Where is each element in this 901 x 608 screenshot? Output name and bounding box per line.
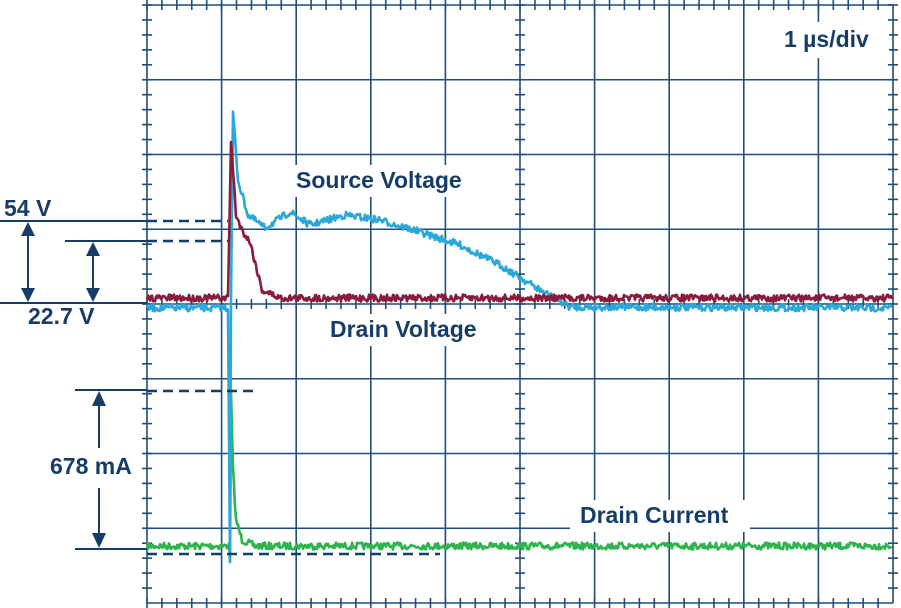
label-bg <box>285 165 490 197</box>
label-bg <box>570 500 750 532</box>
current-label: 678 mA <box>50 453 132 479</box>
drain-voltage-label: Drain Voltage <box>330 316 477 342</box>
lower-voltage-label: 22.7 V <box>28 303 95 329</box>
scale-label: 1 µs/div <box>784 26 869 52</box>
arrows <box>21 222 106 548</box>
drain-current-trace <box>145 390 893 564</box>
source-voltage-label: Source Voltage <box>296 167 462 193</box>
traces <box>145 110 894 564</box>
drain-voltage-trace <box>145 140 894 303</box>
scale-bg <box>775 22 889 58</box>
upper-voltage-label: 54 V <box>4 195 52 221</box>
reference-dash <box>147 219 440 556</box>
label-bg <box>320 314 500 346</box>
source-voltage-trace <box>145 110 893 563</box>
leader-lines <box>0 220 147 550</box>
drain-current-label: Drain Current <box>580 502 729 528</box>
